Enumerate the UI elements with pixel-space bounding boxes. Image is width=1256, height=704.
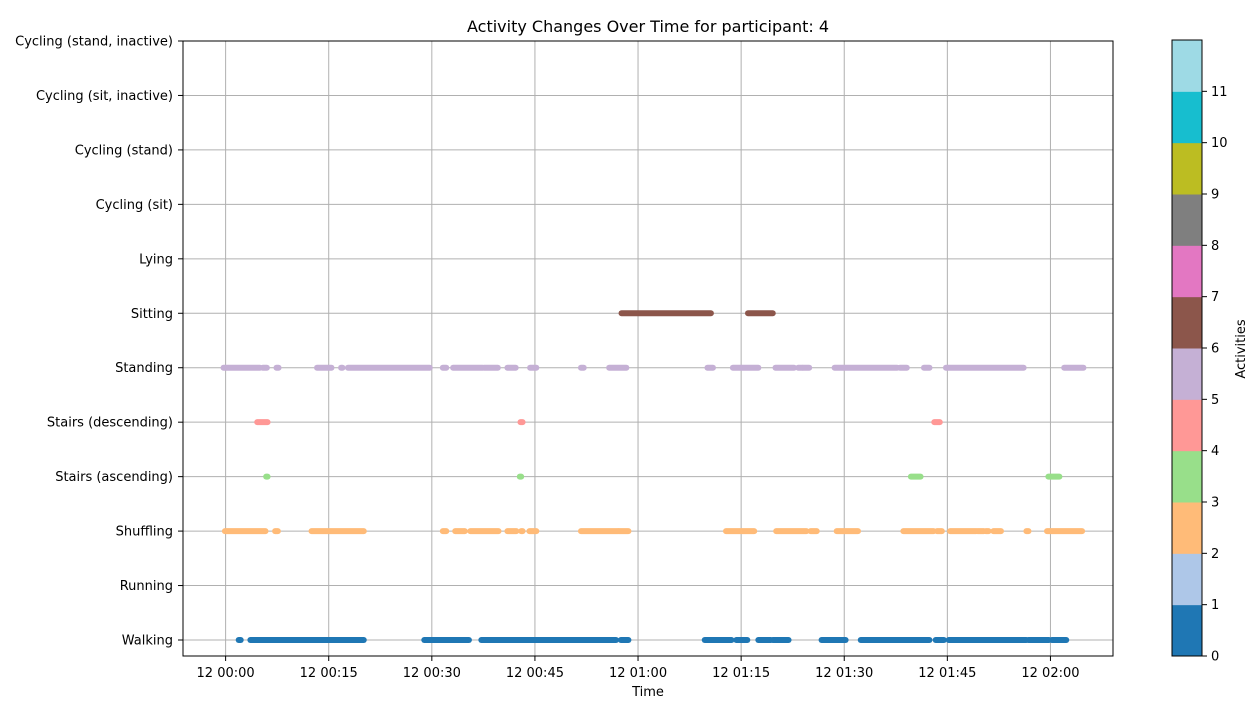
y-tick-label: Cycling (stand) [75,143,173,158]
colorbar-tick-label: 5 [1211,393,1219,408]
y-tick-label: Sitting [131,307,173,322]
x-tick-label: 12 02:00 [1021,666,1079,681]
colorbar-tick-label: 10 [1211,136,1228,151]
colorbar-swatch [1172,553,1202,606]
colorbar-swatch [1172,91,1202,144]
colorbar-tick-label: 8 [1211,239,1219,254]
colorbar-swatch [1172,142,1202,195]
colorbar-tick-label: 0 [1211,650,1219,665]
y-tick-label: Shuffling [116,525,173,540]
colorbar-tick-label: 2 [1211,547,1219,562]
colorbar-tick-label: 4 [1211,444,1219,459]
colorbar-label: Activities [1234,319,1249,379]
x-tick-label: 12 01:00 [609,666,667,681]
x-tick-label: 12 00:15 [300,666,358,681]
colorbar-tick-label: 7 [1211,290,1219,305]
y-tick-label: Stairs (descending) [47,416,173,431]
chart-title: Activity Changes Over Time for participa… [467,17,829,36]
colorbar: 0 1 2 3 4 5 6 7 8 9 10 11 [1171,39,1228,665]
colorbar-swatch [1172,450,1202,503]
y-tick-label: Stairs (ascending) [55,470,173,485]
x-tick-label: 12 00:45 [506,666,564,681]
colorbar-tick-label: 3 [1211,496,1219,511]
x-axis: 12 00:00 12 00:15 12 00:30 12 00:45 12 01:00… [197,656,1080,681]
y-tick-label: Running [120,579,173,594]
x-tick-label: 12 01:30 [815,666,873,681]
colorbar-swatch [1172,245,1202,298]
colorbar-swatch [1172,296,1202,349]
colorbar-tick-label: 11 [1211,85,1228,100]
colorbar-swatch [1172,348,1202,400]
colorbar-swatch [1172,502,1202,554]
y-tick-label: Walking [122,634,173,649]
x-tick-label: 12 01:15 [712,666,770,681]
colorbar-tick-label: 1 [1211,598,1219,613]
x-axis-label: Time [631,685,664,700]
x-tick-label: 12 00:30 [403,666,461,681]
colorbar-swatch [1172,399,1202,452]
colorbar-swatch [1172,194,1202,246]
x-tick-label: 12 01:45 [918,666,976,681]
colorbar-swatch [1172,604,1202,657]
colorbar-swatch [1172,40,1202,92]
colorbar-tick-label: 9 [1211,188,1219,203]
grid-lines [183,40,1113,656]
y-tick-label: Cycling (stand, inactive) [15,35,173,50]
colorbar-tick-label: 6 [1211,342,1219,357]
plot-area-frame [182,40,1114,657]
y-tick-label: Standing [115,361,173,376]
y-tick-label: Cycling (sit) [96,198,173,213]
data-marks [220,310,1087,643]
y-tick-label: Cycling (sit, inactive) [36,89,173,104]
y-tick-label: Lying [139,252,173,267]
x-tick-label: 12 00:00 [197,666,255,681]
y-axis: Walking Running Shuffling Stairs (ascending… [15,35,183,649]
